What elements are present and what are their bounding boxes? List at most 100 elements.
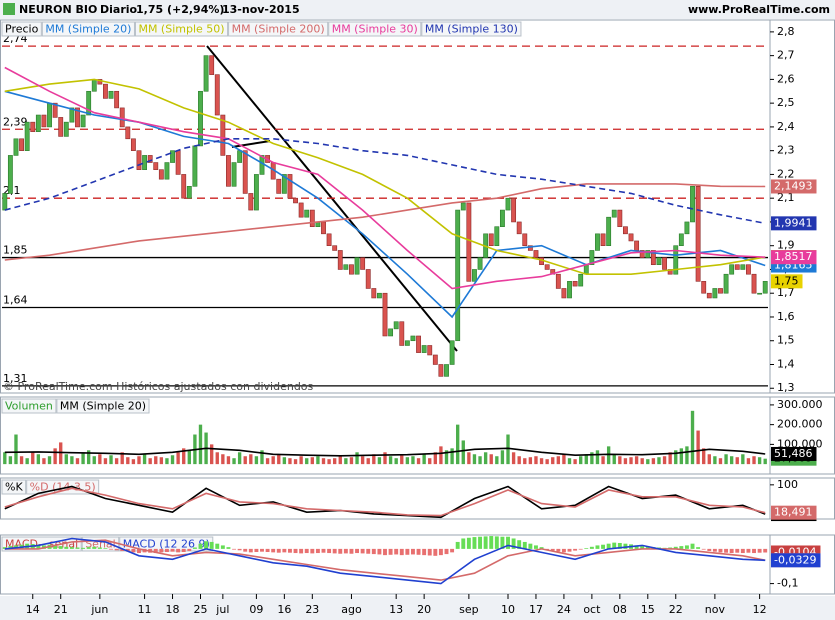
- value-box: [771, 274, 803, 289]
- candle: [343, 264, 349, 270]
- candle: [718, 288, 723, 294]
- histogram-bar: [623, 543, 628, 549]
- histogram-bar: [466, 537, 471, 549]
- candle: [404, 340, 410, 346]
- histogram-bar: [561, 548, 566, 553]
- histogram-bar: [299, 548, 304, 554]
- candle: [522, 233, 528, 247]
- volume-bar: [579, 456, 583, 465]
- y-tick-label: 2,5: [777, 96, 795, 109]
- volume-bar: [360, 456, 365, 465]
- candle: [421, 345, 427, 353]
- histogram-bar: [153, 548, 158, 554]
- histogram-bar: [310, 548, 315, 554]
- candle: [388, 328, 394, 337]
- candle: [108, 90, 114, 99]
- legend-box: [1, 21, 42, 37]
- volume-bar: [209, 444, 214, 465]
- y-tick-label: 2,6: [777, 72, 795, 85]
- legend-box: [1, 479, 27, 495]
- histogram-bar: [64, 546, 69, 549]
- volume-bar: [187, 450, 191, 465]
- y-tick-label: 1,7: [777, 286, 795, 299]
- candle: [253, 174, 259, 211]
- histogram-bar: [444, 548, 449, 555]
- volume-bar: [489, 454, 493, 465]
- volume-bar: [623, 458, 628, 465]
- candle: [662, 257, 667, 270]
- histogram-bar: [343, 548, 348, 554]
- histogram-bar: [192, 547, 197, 549]
- volume-bar: [25, 458, 29, 465]
- volume-bar: [288, 458, 292, 465]
- x-tick-label: 09: [249, 603, 263, 616]
- volume-bar: [456, 424, 460, 465]
- candle: [281, 174, 287, 194]
- candle: [220, 114, 226, 156]
- volume-bar: [165, 458, 169, 465]
- candle: [656, 257, 662, 266]
- histogram-bar: [410, 548, 415, 555]
- histogram-bar: [438, 548, 443, 556]
- candle: [729, 264, 735, 275]
- quote: 1,75 (+2,94%): [136, 3, 224, 16]
- volume-bar: [539, 458, 544, 465]
- volume-bar: [349, 457, 354, 465]
- volume-bar: [42, 458, 46, 465]
- volume-bar: [154, 456, 158, 465]
- candle: [349, 264, 354, 275]
- candle: [35, 114, 41, 132]
- volume-bar: [735, 457, 739, 465]
- volume-bar: [299, 456, 303, 465]
- candle: [181, 174, 187, 199]
- value-box-label: 2,1493: [774, 179, 813, 192]
- x-tick-label: 17: [529, 603, 543, 616]
- candle: [136, 150, 142, 170]
- volume-bar: [662, 456, 667, 465]
- candle: [147, 155, 153, 163]
- candle: [142, 155, 148, 170]
- histogram-bar: [394, 548, 399, 555]
- histogram-bar: [405, 548, 410, 555]
- candle: [170, 150, 175, 163]
- volume-bar: [305, 458, 309, 465]
- histogram-bar: [232, 548, 236, 550]
- candle: [354, 257, 360, 275]
- legend-box: [328, 21, 422, 37]
- volume-bar: [763, 458, 767, 465]
- candle: [276, 178, 282, 194]
- histogram-bar: [712, 548, 717, 552]
- histogram-bar: [282, 548, 287, 553]
- histogram-bar: [511, 538, 516, 549]
- candle: [444, 364, 449, 377]
- candle: [645, 250, 651, 258]
- histogram-bar: [209, 541, 214, 549]
- legend-entry: MM (Simple 20): [60, 400, 146, 413]
- legend-box: [1, 398, 57, 414]
- volume-bar: [702, 448, 706, 465]
- candle: [466, 202, 472, 282]
- volume-bar: [450, 448, 454, 465]
- histogram-bar: [690, 543, 695, 549]
- histogram-bar: [528, 543, 533, 549]
- histogram-bar: [109, 548, 113, 550]
- volume-bar: [428, 458, 432, 465]
- volume-bar: [14, 434, 18, 465]
- volume-bar: [545, 459, 549, 465]
- volume-bar: [511, 452, 516, 465]
- histogram-bar: [377, 548, 382, 555]
- volume-bar: [372, 454, 376, 465]
- indicator-line: [4, 183, 766, 261]
- candle: [248, 193, 254, 211]
- histogram-bar: [159, 548, 164, 553]
- y-tick-label: 1,6: [777, 310, 795, 323]
- x-tick-label: 16: [277, 603, 291, 616]
- volume-bar: [215, 452, 219, 465]
- volume-bar: [690, 410, 695, 465]
- histogram-bar: [679, 546, 684, 549]
- volume-bar: [109, 455, 113, 465]
- volume-bar: [86, 450, 91, 465]
- x-tick-label: 10: [501, 603, 515, 616]
- volume-bar: [271, 456, 275, 465]
